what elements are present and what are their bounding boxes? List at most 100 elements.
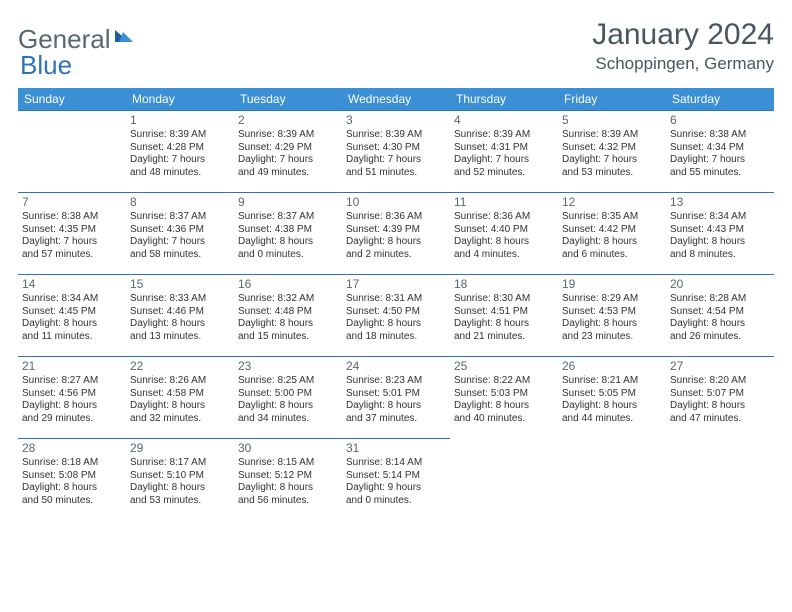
sunset-text: Sunset: 5:00 PM: [238, 388, 338, 401]
daylight-text: Daylight: 7 hours: [238, 154, 338, 167]
calendar-cell: 4Sunrise: 8:39 AMSunset: 4:31 PMDaylight…: [450, 111, 558, 193]
sunset-text: Sunset: 4:32 PM: [562, 142, 662, 155]
daylight-text: and 34 minutes.: [238, 413, 338, 426]
daylight-text: Daylight: 8 hours: [670, 318, 770, 331]
day-number: 13: [670, 195, 770, 210]
day-number: 25: [454, 359, 554, 374]
sunrise-text: Sunrise: 8:37 AM: [130, 211, 230, 224]
day-number: 9: [238, 195, 338, 210]
day-number: 12: [562, 195, 662, 210]
sunset-text: Sunset: 4:53 PM: [562, 306, 662, 319]
day-number: 2: [238, 113, 338, 128]
sunset-text: Sunset: 5:10 PM: [130, 470, 230, 483]
calendar-cell: 16Sunrise: 8:32 AMSunset: 4:48 PMDayligh…: [234, 275, 342, 357]
calendar-cell: 24Sunrise: 8:23 AMSunset: 5:01 PMDayligh…: [342, 357, 450, 439]
daylight-text: Daylight: 7 hours: [562, 154, 662, 167]
calendar-cell: 31Sunrise: 8:14 AMSunset: 5:14 PMDayligh…: [342, 439, 450, 521]
calendar-cell: 10Sunrise: 8:36 AMSunset: 4:39 PMDayligh…: [342, 193, 450, 275]
daylight-text: Daylight: 9 hours: [346, 482, 446, 495]
calendar-cell: 1Sunrise: 8:39 AMSunset: 4:28 PMDaylight…: [126, 111, 234, 193]
sunrise-text: Sunrise: 8:32 AM: [238, 293, 338, 306]
daylight-text: Daylight: 8 hours: [562, 318, 662, 331]
sunset-text: Sunset: 4:46 PM: [130, 306, 230, 319]
calendar-cell: 15Sunrise: 8:33 AMSunset: 4:46 PMDayligh…: [126, 275, 234, 357]
daylight-text: Daylight: 8 hours: [238, 400, 338, 413]
daylight-text: and 8 minutes.: [670, 249, 770, 262]
sunrise-text: Sunrise: 8:39 AM: [346, 129, 446, 142]
day-number: 7: [22, 195, 122, 210]
day-header: Monday: [126, 88, 234, 111]
daylight-text: and 50 minutes.: [22, 495, 122, 508]
calendar-cell: 3Sunrise: 8:39 AMSunset: 4:30 PMDaylight…: [342, 111, 450, 193]
day-header: Saturday: [666, 88, 774, 111]
daylight-text: and 2 minutes.: [346, 249, 446, 262]
daylight-text: Daylight: 8 hours: [22, 318, 122, 331]
sunset-text: Sunset: 4:31 PM: [454, 142, 554, 155]
sunset-text: Sunset: 4:56 PM: [22, 388, 122, 401]
calendar-cell: 22Sunrise: 8:26 AMSunset: 4:58 PMDayligh…: [126, 357, 234, 439]
daylight-text: and 13 minutes.: [130, 331, 230, 344]
calendar-cell: 25Sunrise: 8:22 AMSunset: 5:03 PMDayligh…: [450, 357, 558, 439]
daylight-text: and 53 minutes.: [130, 495, 230, 508]
daylight-text: and 52 minutes.: [454, 167, 554, 180]
daylight-text: Daylight: 8 hours: [562, 400, 662, 413]
daylight-text: and 21 minutes.: [454, 331, 554, 344]
flag-icon: [115, 24, 137, 55]
daylight-text: and 23 minutes.: [562, 331, 662, 344]
sunset-text: Sunset: 4:51 PM: [454, 306, 554, 319]
calendar-cell: 29Sunrise: 8:17 AMSunset: 5:10 PMDayligh…: [126, 439, 234, 521]
day-number: 31: [346, 441, 446, 456]
sunrise-text: Sunrise: 8:30 AM: [454, 293, 554, 306]
day-number: 21: [22, 359, 122, 374]
day-number: 11: [454, 195, 554, 210]
daylight-text: Daylight: 8 hours: [562, 236, 662, 249]
day-header-row: SundayMondayTuesdayWednesdayThursdayFrid…: [18, 88, 774, 111]
calendar-cell: 13Sunrise: 8:34 AMSunset: 4:43 PMDayligh…: [666, 193, 774, 275]
sunrise-text: Sunrise: 8:28 AM: [670, 293, 770, 306]
daylight-text: Daylight: 8 hours: [346, 400, 446, 413]
daylight-text: Daylight: 8 hours: [130, 482, 230, 495]
day-number: 10: [346, 195, 446, 210]
sunrise-text: Sunrise: 8:39 AM: [238, 129, 338, 142]
day-number: 1: [130, 113, 230, 128]
calendar-cell: 2Sunrise: 8:39 AMSunset: 4:29 PMDaylight…: [234, 111, 342, 193]
sunrise-text: Sunrise: 8:35 AM: [562, 211, 662, 224]
daylight-text: Daylight: 7 hours: [22, 236, 122, 249]
day-number: 27: [670, 359, 770, 374]
daylight-text: and 15 minutes.: [238, 331, 338, 344]
day-number: 20: [670, 277, 770, 292]
daylight-text: and 44 minutes.: [562, 413, 662, 426]
daylight-text: and 51 minutes.: [346, 167, 446, 180]
sunset-text: Sunset: 4:39 PM: [346, 224, 446, 237]
sunset-text: Sunset: 4:48 PM: [238, 306, 338, 319]
daylight-text: Daylight: 8 hours: [454, 236, 554, 249]
day-number: 28: [22, 441, 122, 456]
sunrise-text: Sunrise: 8:33 AM: [130, 293, 230, 306]
day-number: 18: [454, 277, 554, 292]
calendar-cell: 11Sunrise: 8:36 AMSunset: 4:40 PMDayligh…: [450, 193, 558, 275]
calendar-cell: 9Sunrise: 8:37 AMSunset: 4:38 PMDaylight…: [234, 193, 342, 275]
daylight-text: and 58 minutes.: [130, 249, 230, 262]
calendar-cell: 21Sunrise: 8:27 AMSunset: 4:56 PMDayligh…: [18, 357, 126, 439]
day-header: Wednesday: [342, 88, 450, 111]
daylight-text: and 49 minutes.: [238, 167, 338, 180]
sunrise-text: Sunrise: 8:36 AM: [454, 211, 554, 224]
daylight-text: Daylight: 8 hours: [22, 482, 122, 495]
daylight-text: and 4 minutes.: [454, 249, 554, 262]
month-title: January 2024: [592, 18, 774, 52]
day-number: 16: [238, 277, 338, 292]
sunset-text: Sunset: 4:50 PM: [346, 306, 446, 319]
daylight-text: and 57 minutes.: [22, 249, 122, 262]
calendar-cell: 23Sunrise: 8:25 AMSunset: 5:00 PMDayligh…: [234, 357, 342, 439]
calendar-cell: 5Sunrise: 8:39 AMSunset: 4:32 PMDaylight…: [558, 111, 666, 193]
daylight-text: Daylight: 7 hours: [130, 154, 230, 167]
sunrise-text: Sunrise: 8:17 AM: [130, 457, 230, 470]
day-number: 3: [346, 113, 446, 128]
sunrise-text: Sunrise: 8:27 AM: [22, 375, 122, 388]
sunrise-text: Sunrise: 8:36 AM: [346, 211, 446, 224]
daylight-text: Daylight: 8 hours: [130, 318, 230, 331]
sunset-text: Sunset: 4:34 PM: [670, 142, 770, 155]
sunset-text: Sunset: 5:14 PM: [346, 470, 446, 483]
sunrise-text: Sunrise: 8:38 AM: [670, 129, 770, 142]
sunset-text: Sunset: 4:40 PM: [454, 224, 554, 237]
